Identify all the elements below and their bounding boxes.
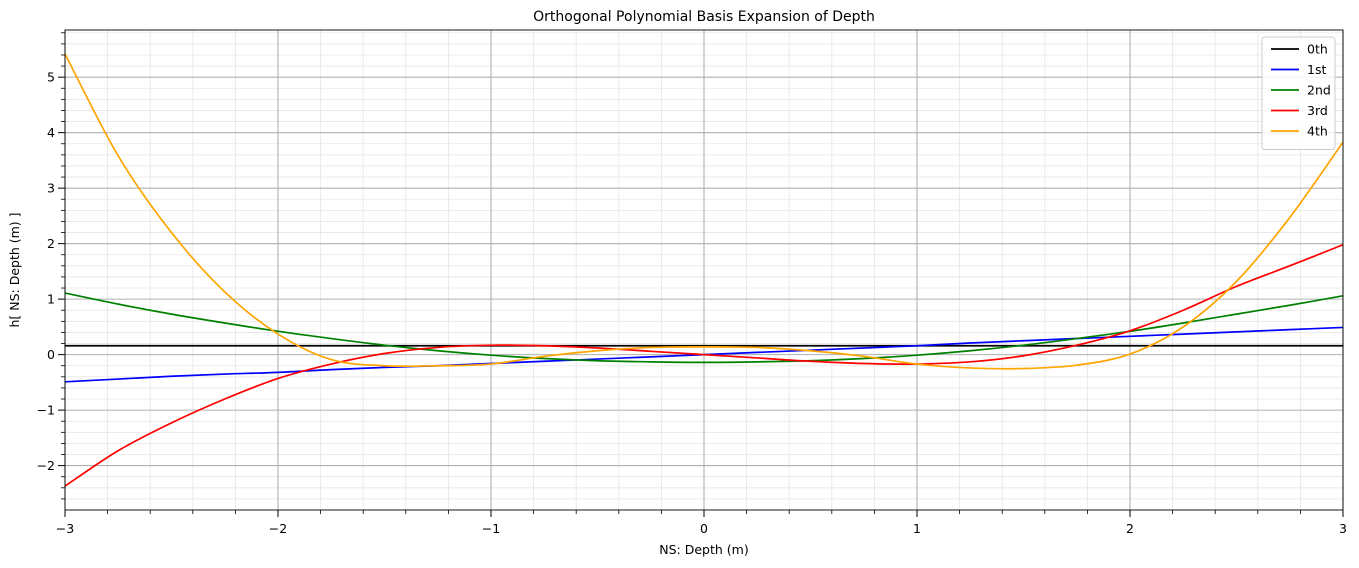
series-line-3rd [65,243,1343,487]
x-tick-label: 1 [913,521,921,536]
major-grid [64,30,1344,510]
y-tick-label: 2 [47,236,55,251]
x-tick-label: 0 [700,521,708,536]
series-line-4th [65,53,1343,370]
y-axis-label: h[ NS: Depth (m) ] [7,212,22,327]
x-tick-label: −1 [482,521,500,536]
y-tick-label: −2 [37,458,55,473]
plot-frame [64,29,1344,511]
y-tick-label: 3 [47,181,55,196]
legend-label-4th: 4th [1307,124,1328,139]
y-tick-label: 0 [47,347,55,362]
x-tick-label: −2 [269,521,287,536]
y-tick-label: 5 [47,70,55,85]
x-axis-label: NS: Depth (m) [659,542,748,557]
ticks-layer: −3 −2 −1 0 1 2 3 −2 −1 0 1 2 3 4 5 [37,32,1347,536]
legend-label-2nd: 2nd [1307,83,1331,98]
chart-title: Orthogonal Polynomial Basis Expansion of… [533,9,875,25]
legend-label-3rd: 3rd [1307,103,1328,118]
legend-label-0th: 0th [1307,42,1328,57]
y-tick-label: 1 [47,292,55,307]
legend: 0th 1st 2nd 3rd 4th [1261,36,1336,150]
y-tick-label: 4 [47,125,55,140]
x-tick-label: 3 [1339,521,1347,536]
legend-box [1261,36,1336,150]
legend-label-1st: 1st [1307,62,1326,77]
x-tick-label: 2 [1126,521,1134,536]
series-layer [65,53,1343,487]
x-tick-label: −3 [56,521,74,536]
y-tick-label: −1 [37,403,55,418]
